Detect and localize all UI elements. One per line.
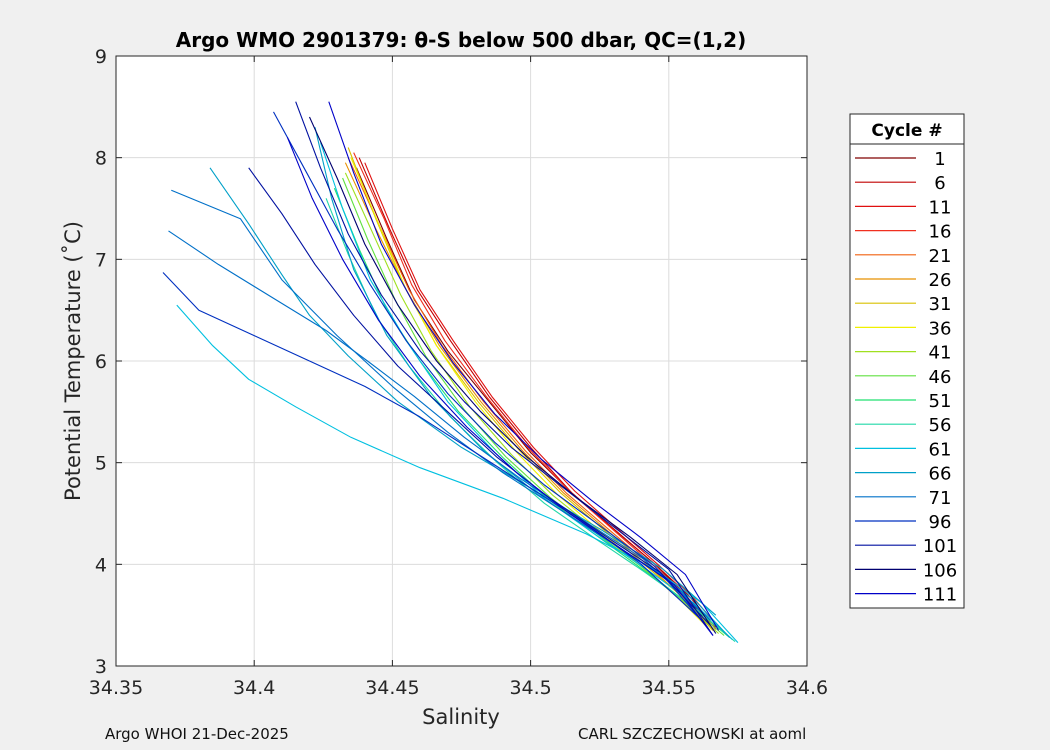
- legend-label: 96: [929, 512, 952, 533]
- y-tick-label: 8: [95, 148, 107, 170]
- y-tick-label: 5: [95, 453, 107, 475]
- y-tick-label: 7: [95, 249, 107, 271]
- y-tick-label: 6: [95, 351, 107, 373]
- series-line-cycle-31: [347, 147, 714, 631]
- series-line-cycle-51: [333, 187, 730, 638]
- legend-label: 11: [929, 197, 952, 218]
- footer-credit-left: Argo WHOI 21-Dec-2025: [105, 725, 289, 743]
- series-line-cycle-6: [358, 157, 717, 628]
- x-tick-label: 34.4: [233, 677, 275, 699]
- legend-label: 51: [929, 391, 952, 412]
- y-axis-label: Potential Temperature (˚C): [61, 221, 85, 501]
- footer-credit-right: CARL SZCZECHOWSKI at aoml: [578, 725, 807, 743]
- legend-label: 21: [929, 246, 952, 267]
- y-axis-ticks: 3 4 5 6 7 8 9: [95, 46, 807, 678]
- series-line-cycle-101: [248, 167, 711, 626]
- series-line-cycle-101: [295, 101, 714, 636]
- legend-title: Cycle #: [871, 121, 942, 141]
- grid: [115, 55, 808, 667]
- y-tick-label: 4: [95, 554, 107, 576]
- series-lines: [162, 101, 739, 643]
- legend-label: 41: [929, 343, 952, 364]
- legend-label: 61: [929, 439, 952, 460]
- legend-label: 66: [929, 464, 952, 485]
- legend-label: 46: [929, 367, 952, 388]
- legend-label: 111: [923, 585, 957, 606]
- x-axis-label: Salinity: [422, 705, 500, 729]
- legend-label: 36: [929, 318, 952, 339]
- series-line-cycle-111: [286, 137, 714, 636]
- x-tick-label: 34.5: [509, 677, 551, 699]
- x-tick-label: 34.55: [642, 677, 696, 699]
- x-tick-label: 34.45: [365, 677, 419, 699]
- legend-box: [849, 113, 965, 609]
- chart-title: Argo WMO 2901379: θ-S below 500 dbar, QC…: [176, 28, 746, 52]
- series-line-cycle-1: [355, 167, 714, 631]
- y-tick-label: 3: [95, 656, 107, 678]
- series-line-cycle-26: [344, 162, 714, 631]
- series-line-cycle-66: [209, 167, 717, 616]
- series-line-cycle-16: [353, 152, 717, 630]
- legend-label: 16: [929, 222, 952, 243]
- legend-label: 56: [929, 415, 952, 436]
- y-tick-label: 9: [95, 46, 107, 68]
- series-line-cycle-106: [308, 116, 717, 634]
- legend-label: 71: [929, 488, 952, 509]
- legend-label: 106: [923, 560, 957, 581]
- legend-label: 6: [934, 173, 945, 194]
- series-line-cycle-96: [273, 111, 708, 628]
- x-tick-label: 34.6: [786, 677, 828, 699]
- legend-label: 31: [929, 294, 952, 315]
- x-tick-label: 34.35: [89, 677, 143, 699]
- series-line-cycle-61: [176, 304, 739, 643]
- x-axis-ticks: 34.35 34.4 34.45 34.5 34.55 34.6: [89, 56, 828, 699]
- series-line-cycle-71: [168, 230, 706, 616]
- legend: Cycle # 16111621263136414651566166719610…: [849, 113, 965, 609]
- legend-label: 101: [923, 536, 957, 557]
- series-line-cycle-111: [328, 101, 720, 631]
- legend-label: 1: [934, 149, 945, 170]
- legend-label: 26: [929, 270, 952, 291]
